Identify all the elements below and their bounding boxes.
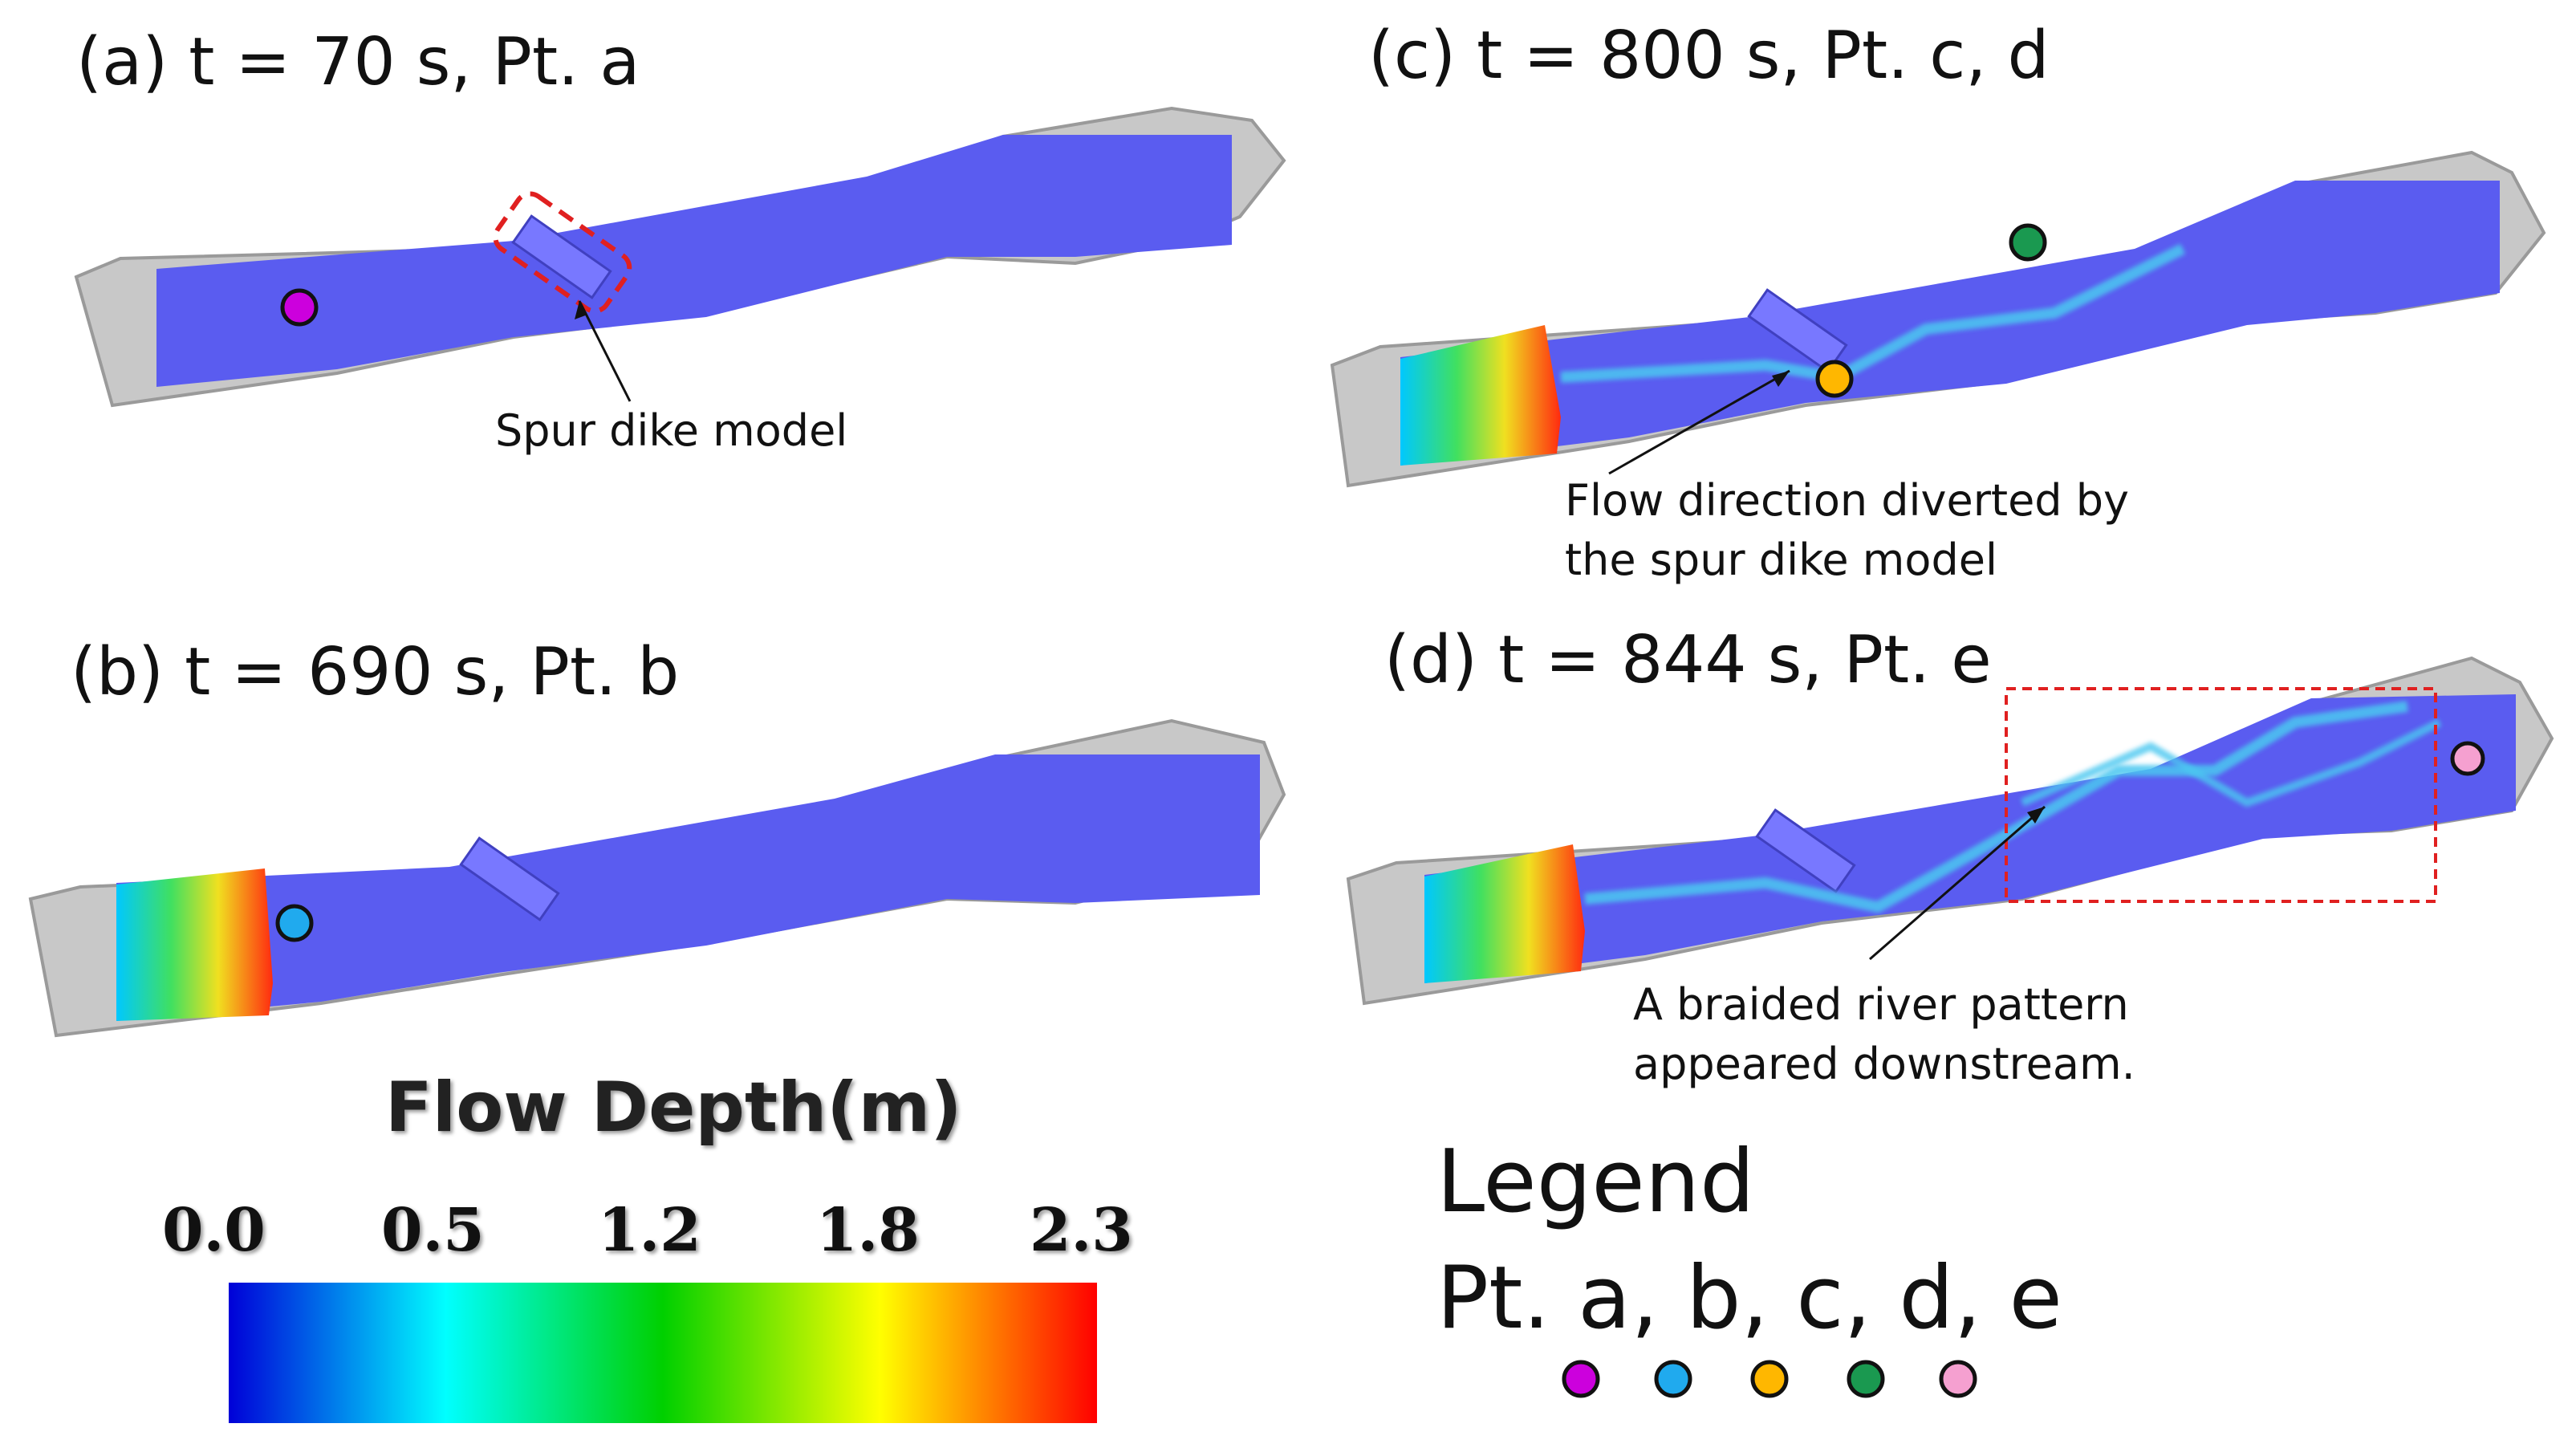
marker-pt-b [275, 904, 314, 942]
colorbar-tick: 0.5 [381, 1196, 485, 1265]
panel-a-title: (a) t = 70 s, Pt. a [76, 24, 640, 100]
legend-marker-c [1750, 1360, 1789, 1398]
spur-dike-label: Spur dike model [495, 405, 848, 456]
colorbar-title: Flow Depth(m) [385, 1068, 962, 1148]
legend-marker-d [1847, 1360, 1885, 1398]
marker-pt-e [2450, 741, 2485, 776]
colorbar-tick: 1.8 [816, 1196, 920, 1265]
colorbar-tick: 2.3 [1030, 1196, 1133, 1265]
braided-label: A braided river pattern appeared downstr… [1633, 979, 2135, 1089]
spur-dike [459, 836, 560, 921]
water [1424, 694, 2516, 983]
braided-highlight-box [2005, 687, 2437, 903]
marker-pt-d [2009, 223, 2047, 262]
legend-marker-a [1562, 1360, 1600, 1398]
panel-d-title: (d) t = 844 s, Pt. e [1384, 622, 1992, 698]
panel-d-map [1346, 656, 2554, 1006]
panel-c-title: (c) t = 800 s, Pt. c, d [1368, 18, 2050, 94]
marker-pt-c [1815, 360, 1854, 398]
braided-arrow [1869, 805, 2046, 961]
diverted-arrow [1608, 369, 1790, 475]
spur-dike [511, 214, 612, 299]
flow-wedge [1400, 325, 1561, 466]
legend-points-label: Pt. a, b, c, d, e [1436, 1248, 2062, 1348]
flow-streak [1560, 243, 2186, 384]
flow-diverted-label: Flow direction diverted by the spur dike… [1565, 475, 2129, 585]
marker-pt-a [280, 288, 319, 327]
panel-a-map [74, 106, 1286, 408]
water [116, 754, 1260, 1021]
spur-dike [1747, 288, 1848, 373]
legend-title: Legend [1436, 1132, 1755, 1232]
flow-wedge [1424, 844, 1585, 983]
spur-dike-highlight [493, 191, 632, 314]
flow-wedge [116, 868, 273, 1021]
spur-dike-arrow [578, 300, 632, 402]
legend-marker-e [1939, 1360, 1977, 1398]
colorbar-tick: 1.2 [598, 1196, 701, 1265]
panel-b-title: (b) t = 690 s, Pt. b [71, 634, 680, 710]
braided-streak-1 [1584, 701, 2408, 913]
spur-dike [1755, 808, 1856, 893]
water [156, 135, 1232, 387]
panel-b-map [28, 718, 1286, 1038]
colorbar [229, 1283, 1097, 1423]
colorbar-tick: 0.0 [162, 1196, 266, 1265]
legend-marker-b [1654, 1360, 1692, 1398]
legend-markers [1562, 1360, 1977, 1398]
panel-c-map [1330, 150, 2546, 488]
braided-streak-2 [2020, 718, 2442, 807]
